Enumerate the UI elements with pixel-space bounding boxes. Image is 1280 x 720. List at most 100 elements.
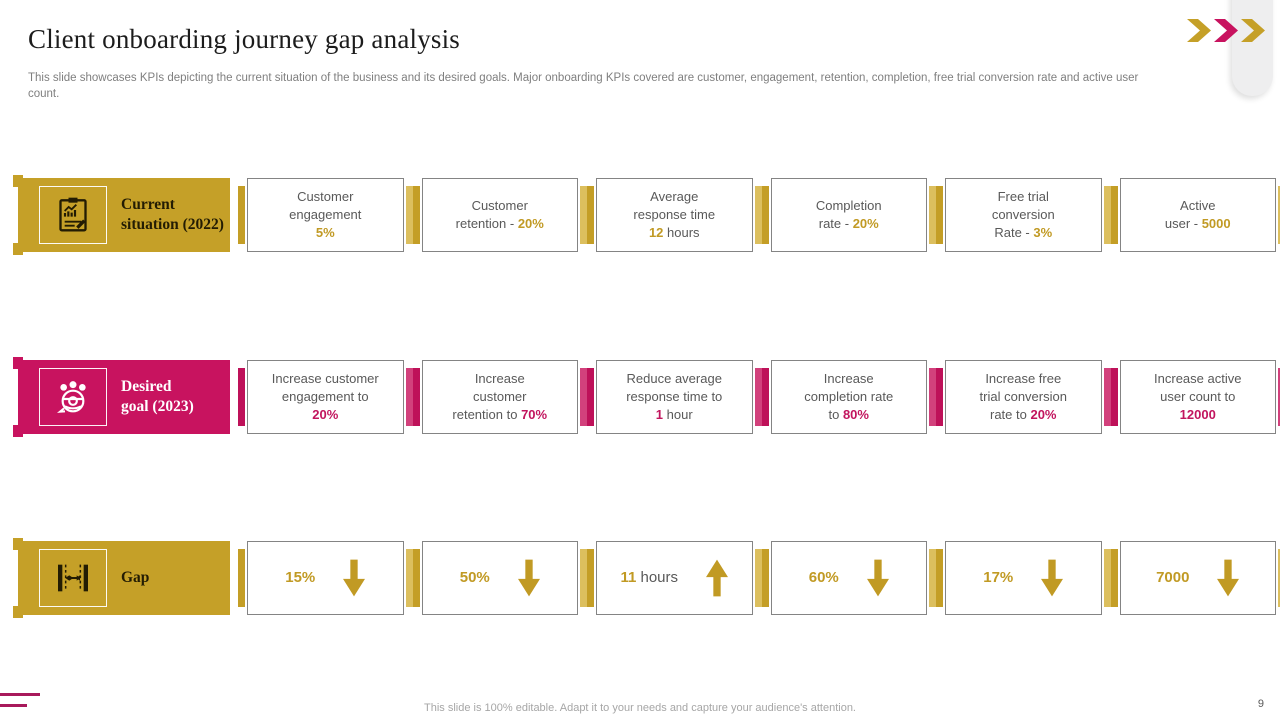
kpi-text: Rate - <box>994 224 1034 240</box>
kpi-cell-text: Increase active user count to 12000 <box>1154 370 1241 424</box>
kpi-text: Customer <box>297 189 354 205</box>
kpi-value: 70% <box>521 406 548 422</box>
kpi-text: completion rate <box>804 389 894 405</box>
kpi-cell: Average response time 12 hours <box>587 178 761 252</box>
arrow-down-icon <box>343 559 366 597</box>
kpi-text: Increase <box>474 371 525 387</box>
kpi-cell: Completion rate - 20% <box>761 178 936 252</box>
kpi-text: Increase <box>823 371 874 387</box>
kpi-text: user count to <box>1160 389 1236 405</box>
clipboard-chart-icon <box>39 186 107 244</box>
arrow-down-icon <box>1217 559 1240 597</box>
kpi-cell: 11 hours <box>587 541 761 615</box>
footer-note: This slide is 100% editable. Adapt it to… <box>424 702 856 714</box>
team-goal-icon <box>39 368 107 426</box>
kpi-cell-text: 7000 <box>1156 568 1189 589</box>
kpi-value: 20% <box>852 216 879 231</box>
kpi-text: response time <box>633 207 716 223</box>
kpi-value: 7000 <box>1156 568 1190 586</box>
kpi-cell: 15% <box>238 541 412 615</box>
arrow-down-icon <box>517 559 540 597</box>
kpi-cell: Increase active user count to 12000 <box>1110 360 1280 434</box>
kpi-text: rate to <box>990 406 1031 422</box>
kpi-value: 15% <box>285 568 316 586</box>
kpi-text: trial conversion <box>979 389 1067 405</box>
kpi-value: 12000 <box>1179 406 1216 422</box>
kpi-cell-text: Increase completion rate to 80% <box>804 370 893 424</box>
kpi-value: 5000 <box>1201 216 1231 231</box>
gap-arrows-icon <box>39 549 107 607</box>
chevron-right-icon <box>1241 19 1265 42</box>
kpi-cell-text: 11 hours <box>620 568 678 589</box>
row-label: Gap <box>121 568 150 586</box>
row-label: Desired goal (2023) <box>121 377 194 415</box>
kpi-value: 3% <box>1033 224 1053 240</box>
kpi-cell-text: Increase free trial conversion rate to 20% <box>980 370 1067 424</box>
kpi-cell: Free trial conversion Rate - 3% <box>936 178 1110 252</box>
brand-line-decoration <box>0 704 27 707</box>
page-title: Client onboarding journey gap analysis <box>28 24 461 54</box>
kpi-cell-text: 17% <box>983 568 1013 589</box>
kpi-text: user - <box>1164 216 1202 231</box>
kpi-row: Gap 15% 50% 11 hours 60% 17% 7000 <box>13 538 1280 618</box>
kpi-cell-text: Reduce average response time to 1 hour <box>626 370 722 424</box>
kpi-text: Increase free <box>985 371 1062 387</box>
kpi-value: 12 <box>648 224 664 240</box>
kpi-row: Desired goal (2023) Increase customer engag… <box>13 357 1280 437</box>
kpi-cell-text: Average response time 12 hours <box>633 188 715 242</box>
page-description: This slide showcases KPIs depicting the … <box>28 72 1139 101</box>
kpi-cell: Customer retention - 20% <box>412 178 587 252</box>
kpi-cell-text: Free trial conversion Rate - 3% <box>992 188 1055 242</box>
row-banner: Desired goal (2023) <box>13 357 230 437</box>
kpi-text: customer <box>473 389 527 405</box>
kpi-cell: 7000 <box>1110 541 1280 615</box>
kpi-cell-text: Increase customer retention to 70% <box>452 370 547 424</box>
kpi-text: Increase active <box>1154 371 1242 387</box>
row-banner: Current situation (2022) <box>13 175 230 255</box>
kpi-cell: Increase free trial conversion rate to 20% <box>936 360 1110 434</box>
kpi-value: 20% <box>312 406 339 422</box>
brand-line-decoration <box>0 693 40 696</box>
kpi-text: hours <box>663 224 700 240</box>
kpi-cell: Increase completion rate to 80% <box>761 360 936 434</box>
kpi-value: 1 <box>655 406 664 422</box>
corner-tab-decoration <box>1232 0 1273 96</box>
kpi-text: conversion <box>991 207 1055 223</box>
kpi-value: 17% <box>983 568 1014 586</box>
chevrons-decoration <box>1186 19 1266 42</box>
kpi-cell-text: 60% <box>809 568 839 589</box>
kpi-cell: Reduce average response time to 1 hour <box>587 360 761 434</box>
kpi-text: Customer <box>471 198 528 214</box>
kpi-text: hours <box>636 568 679 586</box>
kpi-row: Current situation (2022) Customer engagemen… <box>13 175 1280 255</box>
kpi-cell: Active user - 5000 <box>1110 178 1280 252</box>
kpi-cell-text: Active user - 5000 <box>1165 197 1231 233</box>
kpi-text: engagement <box>289 207 362 223</box>
kpi-value: 60% <box>808 568 839 586</box>
kpi-cell: 60% <box>761 541 936 615</box>
page-number: 9 <box>1257 698 1264 710</box>
chevron-right-icon <box>1187 19 1211 42</box>
kpi-cell: Increase customer retention to 70% <box>412 360 587 434</box>
row-label: Current situation (2022) <box>121 195 224 233</box>
kpi-text: Completion <box>815 198 882 214</box>
kpi-cell: 50% <box>412 541 587 615</box>
row-banner: Gap <box>13 538 230 618</box>
kpi-text: hour <box>663 406 693 422</box>
arrow-down-icon <box>866 559 889 597</box>
arrow-down-icon <box>1041 559 1064 597</box>
kpi-value: 11 <box>620 568 637 586</box>
kpi-cell-text: 50% <box>460 568 490 589</box>
kpi-text: Free trial <box>997 189 1049 205</box>
kpi-text: engagement to <box>281 389 369 405</box>
kpi-cell: Customer engagement 5% <box>238 178 412 252</box>
kpi-cell: Increase customer engagement to 20% <box>238 360 412 434</box>
kpi-cell-text: 15% <box>285 568 315 589</box>
kpi-value: 80% <box>842 406 869 422</box>
kpi-cell: 17% <box>936 541 1110 615</box>
kpi-text: Increase customer <box>271 371 379 387</box>
kpi-text: rate - <box>818 216 853 231</box>
kpi-text: retention - <box>455 216 518 231</box>
kpi-text: Average <box>650 189 699 205</box>
